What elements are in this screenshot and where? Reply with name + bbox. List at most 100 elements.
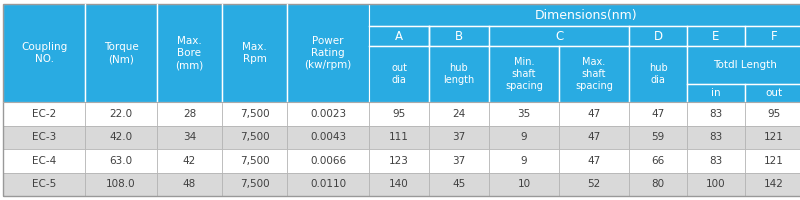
Text: Totdl Length: Totdl Length bbox=[713, 60, 777, 70]
Bar bbox=[369, 102, 429, 126]
Bar bbox=[629, 102, 687, 126]
Text: D: D bbox=[654, 29, 662, 43]
Text: 35: 35 bbox=[518, 109, 530, 119]
Text: 9: 9 bbox=[521, 156, 527, 166]
Text: 7,500: 7,500 bbox=[240, 156, 270, 166]
Bar bbox=[85, 102, 157, 126]
Bar bbox=[157, 126, 222, 149]
Bar bbox=[429, 126, 489, 149]
Bar bbox=[489, 26, 629, 46]
Text: 10: 10 bbox=[518, 179, 530, 189]
Text: 63.0: 63.0 bbox=[110, 156, 133, 166]
Text: 47: 47 bbox=[587, 132, 601, 142]
Bar bbox=[489, 172, 559, 196]
Bar bbox=[687, 46, 800, 84]
Text: 0.0110: 0.0110 bbox=[310, 179, 346, 189]
Text: 47: 47 bbox=[587, 156, 601, 166]
Text: 59: 59 bbox=[651, 132, 665, 142]
Bar bbox=[85, 4, 157, 102]
Bar bbox=[287, 126, 369, 149]
Bar bbox=[745, 102, 800, 126]
Text: 83: 83 bbox=[710, 156, 722, 166]
Text: 121: 121 bbox=[764, 156, 784, 166]
Bar bbox=[489, 126, 559, 149]
Text: 28: 28 bbox=[183, 109, 196, 119]
Text: 83: 83 bbox=[710, 109, 722, 119]
Text: Torque
(Nm): Torque (Nm) bbox=[104, 42, 138, 64]
Text: 100: 100 bbox=[706, 179, 726, 189]
Text: 123: 123 bbox=[389, 156, 409, 166]
Text: B: B bbox=[455, 29, 463, 43]
Text: hub
dia: hub dia bbox=[649, 63, 667, 85]
Bar bbox=[745, 149, 800, 172]
Bar bbox=[687, 84, 745, 102]
Bar bbox=[222, 172, 287, 196]
Bar bbox=[687, 102, 745, 126]
Text: EC-4: EC-4 bbox=[32, 156, 56, 166]
Bar bbox=[745, 126, 800, 149]
Text: 45: 45 bbox=[452, 179, 466, 189]
Text: 7,500: 7,500 bbox=[240, 132, 270, 142]
Bar bbox=[369, 26, 429, 46]
Bar bbox=[3, 126, 85, 149]
Bar bbox=[85, 172, 157, 196]
Bar bbox=[222, 126, 287, 149]
Text: 37: 37 bbox=[452, 132, 466, 142]
Bar bbox=[287, 172, 369, 196]
Text: Max.
Bore
(mm): Max. Bore (mm) bbox=[175, 36, 204, 70]
Text: 47: 47 bbox=[587, 109, 601, 119]
Text: C: C bbox=[555, 29, 563, 43]
Text: Dimensions(nm): Dimensions(nm) bbox=[534, 8, 638, 21]
Text: 0.0043: 0.0043 bbox=[310, 132, 346, 142]
Bar bbox=[3, 172, 85, 196]
Bar bbox=[489, 46, 559, 102]
Text: 24: 24 bbox=[452, 109, 466, 119]
Bar bbox=[85, 126, 157, 149]
Text: 108.0: 108.0 bbox=[106, 179, 136, 189]
Text: Max.
Rpm: Max. Rpm bbox=[242, 42, 267, 64]
Text: 48: 48 bbox=[183, 179, 196, 189]
Bar bbox=[429, 172, 489, 196]
Text: Coupling
NO.: Coupling NO. bbox=[21, 42, 67, 64]
Bar bbox=[559, 149, 629, 172]
Text: 0.0066: 0.0066 bbox=[310, 156, 346, 166]
Text: 0.0023: 0.0023 bbox=[310, 109, 346, 119]
Text: 22.0: 22.0 bbox=[110, 109, 133, 119]
Text: 142: 142 bbox=[764, 179, 784, 189]
Bar bbox=[629, 46, 687, 102]
Bar bbox=[222, 149, 287, 172]
Text: Max.
shaft
spacing: Max. shaft spacing bbox=[575, 57, 613, 91]
Text: 121: 121 bbox=[764, 132, 784, 142]
Text: 95: 95 bbox=[767, 109, 781, 119]
Text: 140: 140 bbox=[389, 179, 409, 189]
Text: A: A bbox=[395, 29, 403, 43]
Bar bbox=[687, 149, 745, 172]
Text: 66: 66 bbox=[651, 156, 665, 166]
Text: EC-2: EC-2 bbox=[32, 109, 56, 119]
Bar bbox=[489, 149, 559, 172]
Bar bbox=[559, 102, 629, 126]
Bar bbox=[489, 102, 559, 126]
Bar bbox=[3, 4, 85, 102]
Bar bbox=[429, 102, 489, 126]
Text: Power
Rating
(kw/rpm): Power Rating (kw/rpm) bbox=[304, 36, 352, 70]
Text: 37: 37 bbox=[452, 156, 466, 166]
Bar bbox=[287, 149, 369, 172]
Bar bbox=[222, 4, 287, 102]
Bar bbox=[429, 149, 489, 172]
Bar bbox=[687, 26, 745, 46]
Text: 52: 52 bbox=[587, 179, 601, 189]
Bar bbox=[629, 172, 687, 196]
Text: 7,500: 7,500 bbox=[240, 109, 270, 119]
Text: E: E bbox=[712, 29, 720, 43]
Bar bbox=[745, 84, 800, 102]
Bar bbox=[629, 126, 687, 149]
Bar bbox=[369, 149, 429, 172]
Text: 95: 95 bbox=[392, 109, 406, 119]
Bar bbox=[3, 102, 85, 126]
Text: Min.
shaft
spacing: Min. shaft spacing bbox=[505, 57, 543, 91]
Bar bbox=[745, 26, 800, 46]
Bar bbox=[429, 46, 489, 102]
Text: 34: 34 bbox=[183, 132, 196, 142]
Bar bbox=[369, 172, 429, 196]
